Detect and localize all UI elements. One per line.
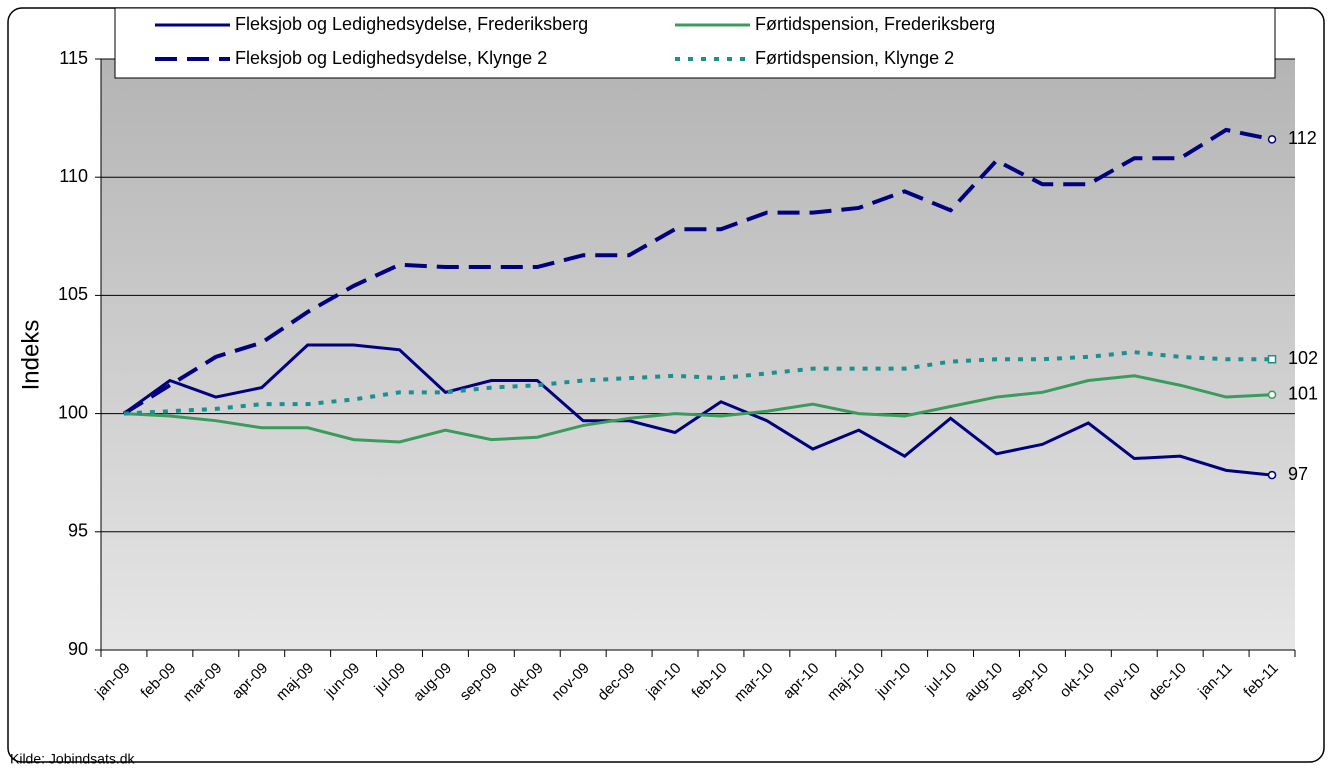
legend	[114, 7, 1276, 79]
series-line	[123, 343, 1273, 477]
end-marker	[1267, 470, 1277, 480]
legend-label: Fleksjob og Ledighedsydelse, Klynge 2	[235, 48, 547, 68]
data-label: 97	[1288, 464, 1308, 484]
end-marker	[1267, 354, 1277, 364]
y-tick-label: 90	[68, 639, 88, 659]
legend-label: Førtidspension, Klynge 2	[755, 48, 954, 68]
y-tick-label: 105	[58, 284, 88, 304]
series-line	[123, 350, 1273, 416]
y-tick-label: 115	[59, 48, 88, 68]
y-tick-label: 100	[58, 402, 88, 422]
data-label: 101	[1288, 383, 1318, 403]
y-tick-label: 95	[68, 521, 88, 541]
end-marker	[1267, 390, 1277, 399]
source: Kilde: Jobindsats.dk	[10, 751, 136, 767]
data-label: 112	[1288, 128, 1317, 148]
legend-label: Fleksjob og Ledighedsydelse, Frederiksbe…	[235, 14, 588, 34]
series-line	[122, 127, 1273, 416]
end-marker	[1267, 135, 1277, 144]
y-axis-label: Indeks	[17, 320, 44, 391]
data-label: 102	[1288, 348, 1318, 368]
legend-label: Førtidspension, Frederiksberg	[755, 14, 995, 34]
series-line	[123, 374, 1273, 444]
y-tick-label: 110	[59, 166, 88, 186]
plot-area	[101, 59, 1295, 650]
